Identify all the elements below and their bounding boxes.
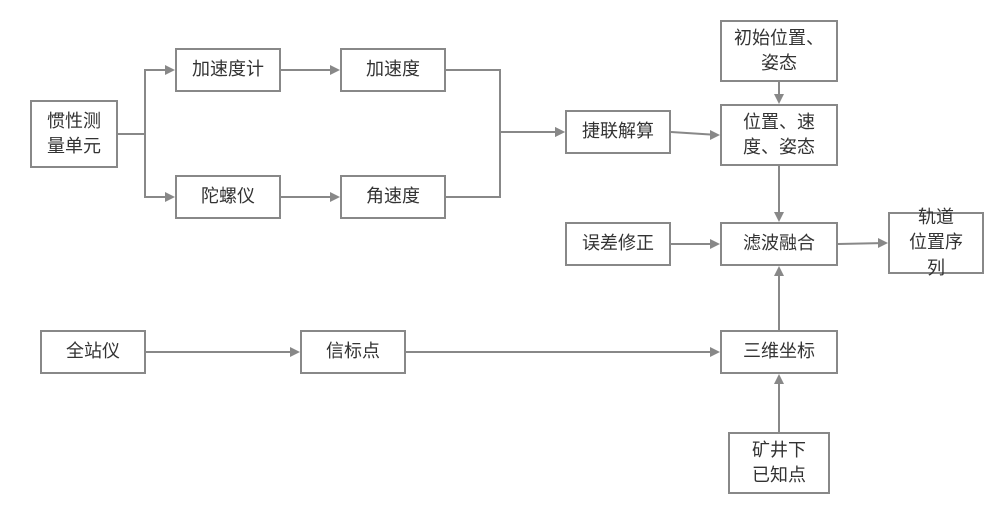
node-angular_velocity: 角速度 [340, 175, 446, 219]
node-strapdown: 捷联解算 [565, 110, 671, 154]
node-total_station: 全站仪 [40, 330, 146, 374]
node-coord3d: 三维坐标 [720, 330, 838, 374]
node-error_correction: 误差修正 [565, 222, 671, 266]
node-imu: 惯性测量单元 [30, 100, 118, 168]
node-filter_fusion: 滤波融合 [720, 222, 838, 266]
node-accelerometer: 加速度计 [175, 48, 281, 92]
node-known_point: 矿井下已知点 [728, 432, 830, 494]
node-pva: 位置、速度、姿态 [720, 104, 838, 166]
node-initial: 初始位置、姿态 [720, 20, 838, 82]
node-acceleration: 加速度 [340, 48, 446, 92]
node-gyroscope: 陀螺仪 [175, 175, 281, 219]
node-track_pos: 轨道位置序列 [888, 212, 984, 274]
node-beacon: 信标点 [300, 330, 406, 374]
